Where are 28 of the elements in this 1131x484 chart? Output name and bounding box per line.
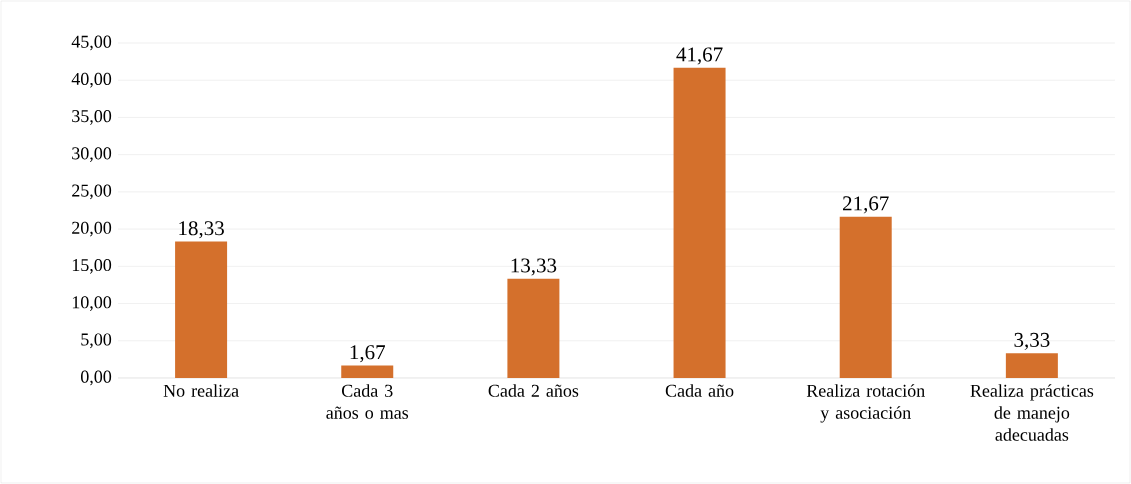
data-label: 21,67	[843, 196, 889, 214]
x-tick-label: Realiza rotación y asociación	[806, 384, 925, 423]
data-label: 41,67	[676, 47, 723, 65]
y-tick-label: 40,00	[71, 72, 112, 88]
y-tick-label: 15,00	[72, 258, 112, 274]
x-tick-label: Cada año	[665, 384, 734, 397]
y-tick-label: 0,00	[81, 370, 112, 386]
bar	[1005, 353, 1058, 378]
bar	[175, 241, 228, 378]
x-tick-label: Cada 2 años	[488, 384, 579, 397]
y-tick-label: 35,00	[72, 110, 112, 125]
data-label: 1,67	[350, 345, 386, 363]
bar	[673, 67, 726, 378]
y-tick-label: 10,00	[72, 296, 112, 311]
bar	[507, 278, 560, 378]
bar	[839, 216, 892, 378]
data-label: 3,33	[1014, 332, 1050, 350]
y-tick-label: 5,00	[81, 333, 112, 349]
data-label: 18,33	[179, 221, 224, 239]
data-label: 13,33	[511, 258, 557, 276]
y-tick-label: 45,00	[71, 35, 112, 51]
bar	[341, 365, 394, 378]
x-tick-label: Cada 3 años o mas	[326, 384, 409, 419]
y-tick-label: 25,00	[72, 184, 112, 200]
x-tick-label: Realiza prácticas de manejo adecuadas	[970, 384, 1094, 441]
y-tick-label: 20,00	[72, 221, 112, 237]
y-tick-label: 30,00	[72, 147, 112, 163]
x-tick-label: No realiza	[163, 384, 239, 397]
